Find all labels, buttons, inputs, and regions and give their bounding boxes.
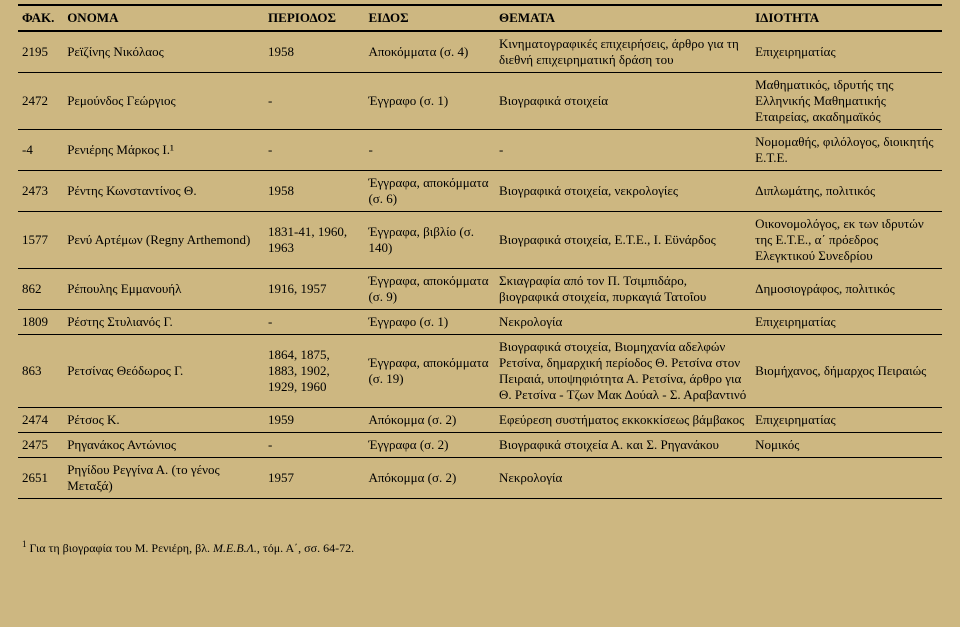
cell-period: -: [264, 433, 364, 458]
cell-fak: 2473: [18, 171, 63, 212]
cell-themata: Κινηματογραφικές επιχειρήσεις, άρθρο για…: [495, 31, 751, 73]
cell-period: -: [264, 73, 364, 130]
cell-idiotita: Επιχειρηματίας: [751, 310, 942, 335]
cell-onoma: Ρέντης Κωνσταντίνος Θ.: [63, 171, 264, 212]
cell-period: 1958: [264, 171, 364, 212]
cell-period: -: [264, 130, 364, 171]
cell-onoma: Ρηγίδου Ρεγγίνα Α. (το γένος Μεταξά): [63, 458, 264, 499]
cell-fak: 1577: [18, 212, 63, 269]
cell-fak: 2475: [18, 433, 63, 458]
table-row: 2651 Ρηγίδου Ρεγγίνα Α. (το γένος Μεταξά…: [18, 458, 942, 499]
footnote-pre: Για τη βιογραφία του Μ. Ρενιέρη, βλ.: [27, 541, 214, 555]
table-row: -4 Ρενιέρης Μάρκος Ι.¹ - - - Νομομαθής, …: [18, 130, 942, 171]
cell-idiotita: Επιχειρηματίας: [751, 31, 942, 73]
header-idiotita: ΙΔΙΟΤΗΤΑ: [751, 5, 942, 31]
cell-themata: Βιογραφικά στοιχεία: [495, 73, 751, 130]
cell-idiotita: Διπλωμάτης, πολιτικός: [751, 171, 942, 212]
cell-themata: Σκιαγραφία από τον Π. Τσιμπιδάρο, βιογρα…: [495, 269, 751, 310]
cell-fak: -4: [18, 130, 63, 171]
cell-idiotita: Επιχειρηματίας: [751, 408, 942, 433]
header-fak: ΦΑΚ.: [18, 5, 63, 31]
cell-period: 1957: [264, 458, 364, 499]
cell-fak: 862: [18, 269, 63, 310]
cell-eidos: Έγγραφα (σ. 2): [364, 433, 495, 458]
cell-themata: Νεκρολογία: [495, 458, 751, 499]
cell-period: 1959: [264, 408, 364, 433]
cell-eidos: Απόκομμα (σ. 2): [364, 458, 495, 499]
cell-onoma: Ρεϊζίνης Νικόλαος: [63, 31, 264, 73]
cell-eidos: Έγγραφα, αποκόμματα (σ. 19): [364, 335, 495, 408]
table-row: 2195 Ρεϊζίνης Νικόλαος 1958 Αποκόμματα (…: [18, 31, 942, 73]
cell-fak: 2651: [18, 458, 63, 499]
cell-eidos: Έγγραφο (σ. 1): [364, 310, 495, 335]
data-table: ΦΑΚ. ΟΝΟΜΑ ΠΕΡΙΟΔΟΣ ΕΙΔΟΣ ΘΕΜΑΤΑ ΙΔΙΟΤΗΤ…: [18, 4, 942, 499]
table-row: 2474 Ρέτσος Κ. 1959 Απόκομμα (σ. 2) Εφεύ…: [18, 408, 942, 433]
cell-fak: 863: [18, 335, 63, 408]
cell-eidos: Έγγραφα, βιβλίο (σ. 140): [364, 212, 495, 269]
cell-themata: Βιογραφικά στοιχεία Α. και Σ. Ρηγανάκου: [495, 433, 751, 458]
header-row: ΦΑΚ. ΟΝΟΜΑ ΠΕΡΙΟΔΟΣ ΕΙΔΟΣ ΘΕΜΑΤΑ ΙΔΙΟΤΗΤ…: [18, 5, 942, 31]
cell-period: 1958: [264, 31, 364, 73]
cell-onoma: Ρετσίνας Θεόδωρος Γ.: [63, 335, 264, 408]
cell-fak: 2195: [18, 31, 63, 73]
table-row: 863 Ρετσίνας Θεόδωρος Γ. 1864, 1875, 188…: [18, 335, 942, 408]
cell-eidos: -: [364, 130, 495, 171]
table-row: 2473 Ρέντης Κωνσταντίνος Θ. 1958 Έγγραφα…: [18, 171, 942, 212]
cell-onoma: Ρέστης Στυλιανός Γ.: [63, 310, 264, 335]
header-eidos: ΕΙΔΟΣ: [364, 5, 495, 31]
cell-idiotita: Βιομήχανος, δήμαρχος Πειραιώς: [751, 335, 942, 408]
cell-eidos: Αποκόμματα (σ. 4): [364, 31, 495, 73]
cell-fak: 2474: [18, 408, 63, 433]
cell-eidos: Έγγραφο (σ. 1): [364, 73, 495, 130]
header-themata: ΘΕΜΑΤΑ: [495, 5, 751, 31]
cell-idiotita: Νομομαθής, φιλόλογος, διοικητής Ε.Τ.Ε.: [751, 130, 942, 171]
cell-themata: Νεκρολογία: [495, 310, 751, 335]
cell-idiotita: Νομικός: [751, 433, 942, 458]
header-period: ΠΕΡΙΟΔΟΣ: [264, 5, 364, 31]
cell-onoma: Ρέτσος Κ.: [63, 408, 264, 433]
cell-themata: -: [495, 130, 751, 171]
cell-eidos: Απόκομμα (σ. 2): [364, 408, 495, 433]
footnote: 1 Για τη βιογραφία του Μ. Ρενιέρη, βλ. Μ…: [18, 499, 942, 560]
footnote-ital: Μ.Ε.Β.Λ.: [213, 541, 257, 555]
cell-onoma: Ρενύ Αρτέμων (Regny Arthemond): [63, 212, 264, 269]
cell-period: -: [264, 310, 364, 335]
cell-idiotita: Μαθηματικός, ιδρυτής της Ελληνικής Μαθημ…: [751, 73, 942, 130]
cell-themata: Εφεύρεση συστήματος εκκοκκίσεως βάμβακος: [495, 408, 751, 433]
cell-eidos: Έγγραφα, αποκόμματα (σ. 9): [364, 269, 495, 310]
cell-fak: 2472: [18, 73, 63, 130]
table-row: 2472 Ρεμούνδος Γεώργιος - Έγγραφο (σ. 1)…: [18, 73, 942, 130]
cell-period: 1864, 1875, 1883, 1902, 1929, 1960: [264, 335, 364, 408]
page: ΦΑΚ. ΟΝΟΜΑ ΠΕΡΙΟΔΟΣ ΕΙΔΟΣ ΘΕΜΑΤΑ ΙΔΙΟΤΗΤ…: [0, 0, 960, 572]
cell-onoma: Ρεμούνδος Γεώργιος: [63, 73, 264, 130]
cell-themata: Βιογραφικά στοιχεία, νεκρολογίες: [495, 171, 751, 212]
cell-onoma: Ρέπουλης Εμμανουήλ: [63, 269, 264, 310]
cell-themata: Βιογραφικά στοιχεία, Βιομηχανία αδελφών …: [495, 335, 751, 408]
footnote-post: , τόμ. Α΄, σσ. 64-72.: [257, 541, 354, 555]
table-row: 2475 Ρηγανάκος Αντώνιος - Έγγραφα (σ. 2)…: [18, 433, 942, 458]
cell-themata: Βιογραφικά στοιχεία, Ε.Τ.Ε., Ι. Εϋνάρδος: [495, 212, 751, 269]
cell-idiotita: Οικονομολόγος, εκ των ιδρυτών της Ε.Τ.Ε.…: [751, 212, 942, 269]
table-row: 1809 Ρέστης Στυλιανός Γ. - Έγγραφο (σ. 1…: [18, 310, 942, 335]
cell-eidos: Έγγραφα, αποκόμματα (σ. 6): [364, 171, 495, 212]
cell-idiotita: Δημοσιογράφος, πολιτικός: [751, 269, 942, 310]
cell-period: 1916, 1957: [264, 269, 364, 310]
cell-onoma: Ρηγανάκος Αντώνιος: [63, 433, 264, 458]
table-row: 1577 Ρενύ Αρτέμων (Regny Arthemond) 1831…: [18, 212, 942, 269]
table-row: 862 Ρέπουλης Εμμανουήλ 1916, 1957 Έγγραφ…: [18, 269, 942, 310]
cell-onoma: Ρενιέρης Μάρκος Ι.¹: [63, 130, 264, 171]
cell-period: 1831-41, 1960, 1963: [264, 212, 364, 269]
cell-fak: 1809: [18, 310, 63, 335]
cell-idiotita: [751, 458, 942, 499]
header-onoma: ΟΝΟΜΑ: [63, 5, 264, 31]
